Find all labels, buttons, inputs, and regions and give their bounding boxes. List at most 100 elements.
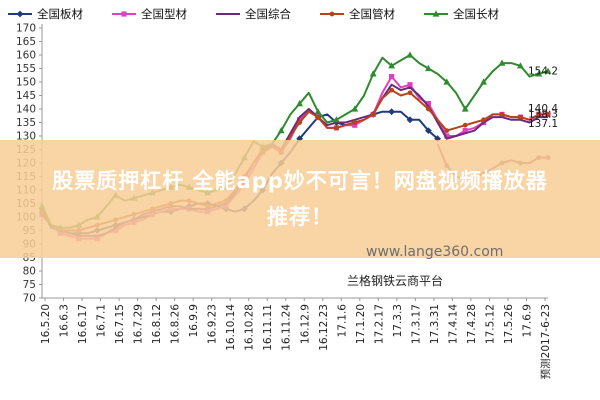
series-marker: [425, 101, 431, 107]
ad-banner-line1[interactable]: 股票质押杠杆 全能app妙不可言！网盘视频播放器: [52, 169, 548, 193]
legend-item: 全国型材: [112, 7, 187, 21]
x-tick-label: 预测2017-6-23: [539, 304, 552, 379]
x-tick-label: 16.7.1: [96, 304, 108, 337]
series-marker: [545, 112, 551, 117]
end-value-label: 138.3: [528, 109, 558, 121]
x-tick-label: 16.9.23: [207, 304, 219, 344]
legend-label: 全国长材: [453, 7, 499, 21]
site-watermark: www.lange360.com: [366, 244, 504, 260]
x-tick-label: 16.8.26: [170, 304, 182, 344]
x-tick-label: 17.5.26: [503, 304, 515, 344]
y-tick-label: 75: [23, 279, 36, 291]
x-tick-label: 17.4.14: [447, 304, 459, 344]
x-tick-label: 16.12.9: [299, 304, 311, 344]
series-marker: [389, 87, 394, 93]
series-marker: [499, 112, 505, 117]
x-tick-label: 16.6.17: [77, 304, 89, 344]
x-tick-label: 17.6.9: [521, 304, 533, 337]
x-tick-label: 16.8.12: [151, 304, 163, 344]
x-axis: 16.5.20 16.6.3 16.6.17 16.7.1 16.7.15 16.7.29…: [40, 297, 552, 379]
x-tick-label: 16.10.28: [244, 304, 256, 351]
y-tick-label: 165: [16, 36, 36, 48]
series-marker: [389, 74, 395, 80]
series-marker: [480, 78, 487, 85]
series-marker: [121, 11, 127, 17]
series-marker: [481, 117, 486, 123]
series-marker: [334, 125, 339, 131]
x-tick-label: 17.5.12: [484, 304, 496, 344]
series-marker: [277, 127, 285, 134]
series-marker: [535, 70, 543, 77]
x-tick-label: 16.9.9: [188, 304, 200, 337]
y-tick-label: 155: [16, 63, 36, 75]
x-tick-label: 16.11.11: [262, 304, 274, 351]
series-marker: [369, 70, 377, 77]
platform-label: 兰格钢铁云商平台: [347, 274, 444, 288]
series-marker: [297, 120, 302, 125]
series-marker: [518, 114, 523, 120]
series-marker: [314, 108, 322, 115]
series-marker: [544, 67, 552, 74]
series-marker: [444, 133, 450, 139]
series-marker: [462, 128, 468, 134]
series-marker: [16, 10, 24, 18]
x-tick-label: 17.3.3: [392, 304, 404, 337]
series-marker: [443, 78, 451, 85]
x-tick-label: 16.5.20: [40, 304, 52, 344]
y-tick-label: 140: [16, 104, 36, 116]
series-marker: [351, 105, 359, 112]
legend-item: 全国长材: [424, 7, 499, 21]
x-tick-label: 17.2.17: [373, 304, 385, 344]
legend-item: 全国管材: [320, 7, 395, 21]
x-tick-label: 17.1.20: [355, 304, 367, 344]
y-tick-label: 150: [16, 77, 36, 89]
series-marker: [462, 122, 468, 128]
y-tick-label: 160: [16, 50, 36, 62]
series-marker: [444, 128, 450, 134]
ad-banner[interactable]: 股票质押杠杆 全能app妙不可言！网盘视频播放器 推荐！: [0, 140, 600, 258]
series-marker: [426, 106, 431, 112]
legend-label: 全国板材: [37, 7, 83, 21]
series-marker: [388, 108, 395, 116]
ad-banner-line2[interactable]: 推荐！: [267, 205, 333, 229]
series-marker: [425, 127, 432, 134]
series-marker: [333, 116, 340, 123]
x-tick-label: 17.3.31: [429, 304, 441, 344]
legend-label: 全国管材: [349, 7, 395, 21]
x-tick-label: 16.12.23: [318, 304, 330, 351]
series-marker: [370, 112, 376, 117]
y-tick-label: 80: [23, 266, 36, 278]
series-marker: [297, 117, 303, 123]
x-tick-label: 16.7.15: [114, 304, 126, 344]
series-marker: [517, 62, 524, 69]
series-marker: [425, 64, 432, 72]
legend-label: 全国综合: [245, 7, 291, 21]
y-tick-label: 170: [16, 23, 36, 35]
legend-item: 全国板材: [8, 7, 83, 21]
y-tick-label: 145: [16, 90, 36, 102]
series-marker: [315, 114, 321, 120]
x-tick-label: 17.4.28: [466, 304, 478, 344]
series-marker: [407, 90, 413, 96]
end-value-label: 137.1: [528, 118, 558, 130]
series-marker: [406, 51, 414, 58]
series-marker: [352, 122, 358, 128]
legend-item: 全国综合: [216, 7, 291, 21]
y-tick-label: 130: [16, 131, 36, 143]
series-marker: [352, 120, 358, 125]
x-tick-label: 17.1.6: [336, 304, 348, 338]
x-tick-label: 16.6.3: [59, 304, 71, 337]
end-value-label: 140.4: [528, 103, 558, 115]
series-marker: [329, 11, 335, 17]
legend-label: 全国型材: [141, 7, 187, 21]
x-tick-label: 16.7.29: [133, 304, 145, 344]
series-marker: [498, 59, 506, 66]
chart-legend: 全国板材 全国型材 全国综合 全国管材 全国长材: [8, 7, 499, 21]
x-tick-label: 17.3.17: [410, 304, 422, 344]
end-value-label: 154.2: [528, 66, 558, 78]
y-tick-label: 135: [16, 117, 36, 129]
series-marker: [536, 112, 542, 117]
series-marker: [407, 82, 413, 88]
y-tick-label: 70: [23, 293, 36, 305]
